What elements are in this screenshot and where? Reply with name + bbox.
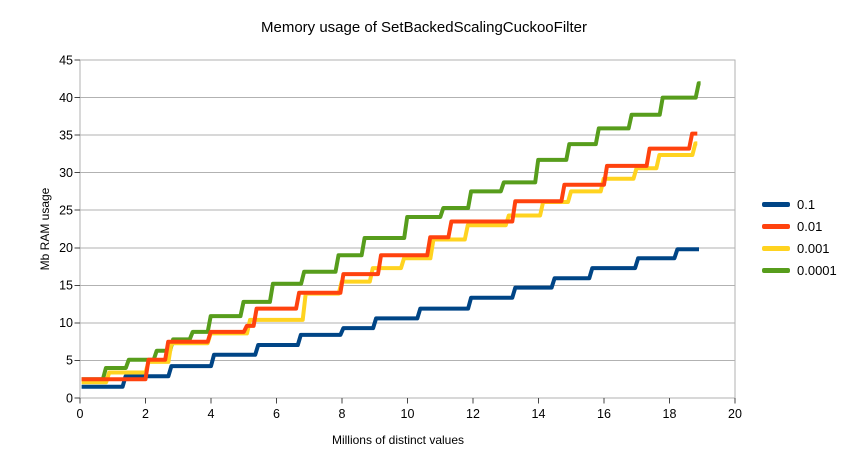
y-tick-label: 15 (59, 279, 73, 293)
legend-item-0.1: 0.1 (762, 193, 837, 215)
legend-item-0.0001: 0.0001 (762, 259, 837, 281)
x-tick-label: 0 (77, 407, 84, 421)
legend-swatch-0.1 (762, 201, 790, 207)
series-line-0.0001 (81, 81, 701, 382)
legend-swatch-0.0001 (762, 267, 790, 273)
legend-item-0.001: 0.001 (762, 237, 837, 259)
y-tick-label: 35 (59, 128, 73, 142)
y-tick-label: 10 (59, 316, 73, 330)
x-tick-label: 18 (663, 407, 677, 421)
x-tick-label: 14 (532, 407, 546, 421)
x-axis-label: Millions of distinct values (331, 433, 465, 447)
legend-swatch-0.001 (762, 245, 790, 251)
x-tick-label: 2 (142, 407, 149, 421)
legend-item-0.01: 0.01 (762, 215, 837, 237)
x-tick-label: 12 (466, 407, 480, 421)
x-tick-label: 4 (208, 407, 215, 421)
y-tick-label: 40 (59, 91, 73, 105)
legend-label: 0.001 (797, 240, 830, 256)
y-tick-label: 25 (59, 204, 73, 218)
chart-title: Memory usage of SetBackedScalingCuckooFi… (261, 19, 587, 36)
series-line-0.1 (81, 247, 699, 389)
legend: 0.1 0.01 0.001 0.0001 (762, 193, 837, 281)
legend-swatch-0.01 (762, 223, 790, 229)
series-line-0.01 (81, 131, 698, 382)
x-tick-label: 6 (273, 407, 280, 421)
legend-label: 0.0001 (797, 262, 837, 278)
y-tick-label: 20 (59, 241, 73, 255)
y-tick-label: 0 (66, 391, 73, 405)
legend-label: 0.01 (797, 218, 823, 234)
x-tick-label: 8 (339, 407, 346, 421)
y-tick-label: 30 (59, 166, 73, 180)
y-tick-label: 5 (66, 354, 73, 368)
x-tick-label: 20 (728, 407, 742, 421)
x-tick-label: 16 (597, 407, 611, 421)
x-tick-label: 10 (401, 407, 415, 421)
y-tick-label: 45 (59, 53, 73, 67)
legend-label: 0.1 (797, 196, 816, 212)
y-axis-label: Mb RAM usage (38, 187, 52, 271)
